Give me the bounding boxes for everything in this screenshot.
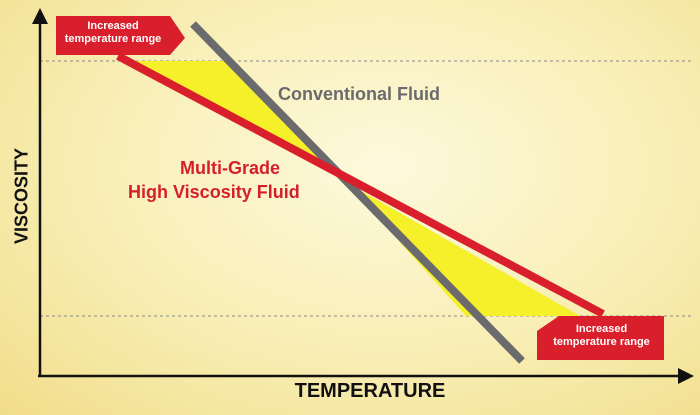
top-callout-line1: Increased [87, 20, 139, 32]
bottom-callout-line2: temperature range [553, 336, 650, 348]
multigrade-fluid-line [116, 52, 605, 318]
bottom-callout-line1: Increased [575, 323, 628, 335]
multigrade-fluid-label: Multi-Grade High Viscosity Fluid [128, 156, 300, 204]
x-axis-arrowhead [678, 368, 694, 384]
bottom-callout-text: Increased temperature range [541, 323, 662, 349]
conventional-fluid-label: Conventional Fluid [278, 84, 440, 104]
bottom-callout-box [537, 316, 664, 360]
multigrade-label-line1: Multi-Grade [179, 158, 280, 178]
multigrade-label-line2: High Viscosity Fluid [128, 182, 300, 202]
conventional-fluid-line [190, 21, 525, 364]
y-axis-arrowhead [32, 8, 48, 24]
lower-range-fill [346, 182, 580, 316]
x-axis-label: TEMPERATURE [294, 380, 446, 402]
y-axis-label: VISCOSITY [11, 147, 32, 245]
top-callout-text: Increased temperature range [56, 20, 170, 46]
top-callout-line2: temperature range [64, 33, 162, 45]
top-callout-box [56, 16, 185, 55]
